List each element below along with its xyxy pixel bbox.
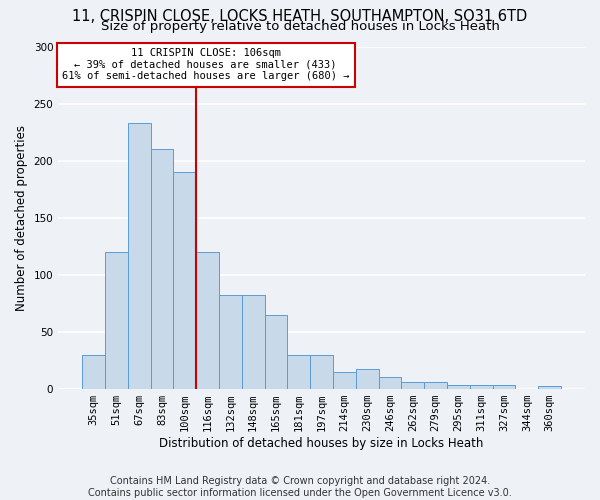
Text: Contains HM Land Registry data © Crown copyright and database right 2024.
Contai: Contains HM Land Registry data © Crown c… <box>88 476 512 498</box>
Bar <box>447 384 470 389</box>
Bar <box>151 150 173 389</box>
Bar <box>424 382 447 389</box>
Bar <box>379 376 401 389</box>
X-axis label: Distribution of detached houses by size in Locks Heath: Distribution of detached houses by size … <box>160 437 484 450</box>
Bar <box>242 296 265 389</box>
Text: 11 CRISPIN CLOSE: 106sqm
← 39% of detached houses are smaller (433)
61% of semi-: 11 CRISPIN CLOSE: 106sqm ← 39% of detach… <box>62 48 349 82</box>
Text: 11, CRISPIN CLOSE, LOCKS HEATH, SOUTHAMPTON, SO31 6TD: 11, CRISPIN CLOSE, LOCKS HEATH, SOUTHAMP… <box>73 9 527 24</box>
Bar <box>219 296 242 389</box>
Bar <box>333 372 356 389</box>
Bar <box>128 123 151 389</box>
Bar <box>105 252 128 389</box>
Bar <box>196 252 219 389</box>
Bar <box>356 368 379 389</box>
Text: Size of property relative to detached houses in Locks Heath: Size of property relative to detached ho… <box>101 20 499 33</box>
Bar <box>470 384 493 389</box>
Bar <box>265 315 287 389</box>
Bar <box>538 386 561 389</box>
Bar <box>287 355 310 389</box>
Y-axis label: Number of detached properties: Number of detached properties <box>15 125 28 311</box>
Bar <box>493 384 515 389</box>
Bar <box>82 355 105 389</box>
Bar <box>173 172 196 389</box>
Bar <box>401 382 424 389</box>
Bar <box>310 355 333 389</box>
